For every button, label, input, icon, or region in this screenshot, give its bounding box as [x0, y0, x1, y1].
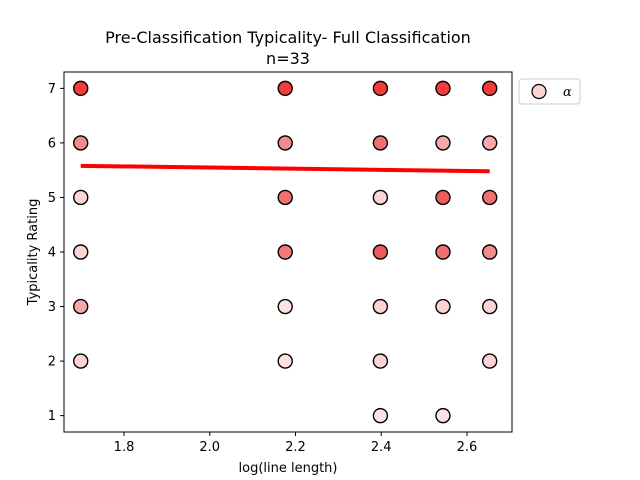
data-point [277, 80, 293, 97]
legend-label: α [563, 85, 572, 100]
legend-marker [531, 83, 547, 100]
data-point [435, 407, 451, 424]
trend-line [80, 163, 490, 174]
data-point [277, 244, 293, 260]
data-point [482, 189, 498, 206]
data-point [435, 135, 451, 151]
data-point [277, 353, 293, 369]
x-tick-label: 2.2 [285, 440, 306, 455]
data-point [73, 244, 89, 260]
data-point [372, 189, 389, 206]
data-point [482, 80, 498, 97]
data-point [73, 189, 89, 206]
y-tick-label: 5 [48, 191, 56, 206]
y-axis-label: Typicality Rating [26, 199, 41, 307]
data-point [277, 189, 293, 206]
chart-title: Pre-Classification Typicality- Full Clas… [105, 28, 471, 47]
chart-subtitle: n=33 [266, 49, 310, 68]
plot-area [73, 80, 498, 424]
x-tick-label: 2.6 [457, 440, 478, 455]
data-point [372, 80, 389, 97]
data-point [73, 298, 89, 315]
x-axis: 1.8 2.0 2.2 2.4 2.6 [114, 432, 478, 455]
y-tick-label: 1 [48, 409, 56, 424]
legend: α [518, 78, 581, 105]
data-point [73, 80, 89, 97]
data-point [372, 353, 389, 369]
x-axis-label: log(line length) [239, 461, 338, 476]
x-tick-label: 1.8 [114, 440, 135, 455]
legend-frame [518, 78, 581, 105]
y-tick-label: 6 [48, 136, 56, 151]
data-point [482, 135, 498, 151]
data-point [277, 298, 293, 315]
data-point [372, 407, 389, 424]
data-point [482, 298, 498, 315]
data-point [482, 353, 498, 369]
y-tick-label: 4 [48, 246, 56, 261]
y-tick-label: 7 [48, 82, 56, 97]
x-tick-label: 2.4 [371, 440, 392, 455]
data-point [372, 244, 389, 260]
data-point [73, 135, 89, 151]
data-point [482, 244, 498, 260]
y-tick-label: 3 [48, 300, 56, 315]
y-tick-label: 2 [48, 355, 56, 370]
x-tick-label: 2.0 [199, 440, 220, 455]
data-point [435, 80, 451, 97]
data-point [277, 135, 293, 151]
data-point [435, 298, 451, 315]
data-point [372, 298, 389, 315]
data-point [73, 353, 89, 369]
data-point [435, 244, 451, 260]
y-axis: 1 2 3 4 5 6 7 [48, 82, 64, 424]
data-point [372, 135, 389, 151]
data-point [435, 189, 451, 206]
